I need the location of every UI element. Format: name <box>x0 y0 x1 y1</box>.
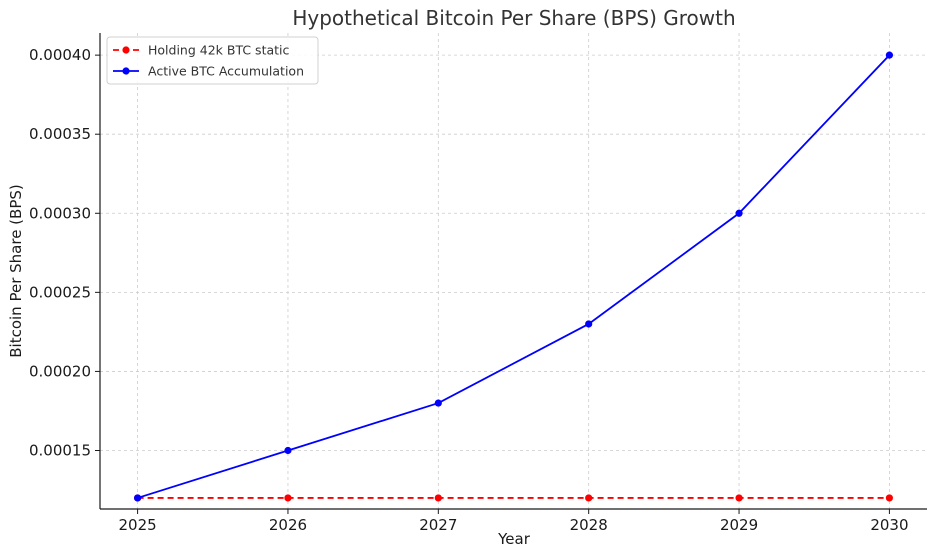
data-point-holding-42k-btc-static <box>434 494 442 502</box>
x-tick-label: 2028 <box>570 516 608 534</box>
data-point-active-btc-accumulation <box>284 446 292 455</box>
data-point-active-btc-accumulation <box>434 399 442 407</box>
data-point-holding-42k-btc-static <box>585 494 593 502</box>
x-axis-ticks: 2025 2026 2027 2028 2029 2030 <box>118 509 909 534</box>
legend-marker <box>122 67 130 75</box>
legend-frame <box>106 36 319 85</box>
y-tick-label: 0.00015 <box>29 441 91 459</box>
legend-label: Active BTC Accumulation <box>148 64 304 79</box>
data-point-active-btc-accumulation <box>885 51 894 59</box>
data-point-active-btc-accumulation <box>585 320 593 328</box>
legend-label: Holding 42k BTC static <box>148 43 290 58</box>
data-point-active-btc-accumulation <box>133 494 142 502</box>
y-tick-label: 0.00025 <box>29 283 91 301</box>
y-tick-label: 0.00035 <box>29 125 91 143</box>
series-active-btc-accumulation <box>133 51 894 502</box>
axes <box>99 33 927 510</box>
data-point-holding-42k-btc-static <box>284 494 292 502</box>
grid <box>100 33 927 509</box>
legend-marker <box>122 46 130 54</box>
legend-entry-holding-42k-btc-static: Holding 42k BTC static <box>113 43 290 58</box>
x-tick-label: 2030 <box>870 516 908 534</box>
y-tick-label: 0.00030 <box>29 204 91 222</box>
x-tick-label: 2026 <box>269 516 307 534</box>
series-holding-42k-btc-static <box>133 494 894 502</box>
y-axis-label: Bitcoin Per Share (BPS) <box>7 184 25 358</box>
data-point-holding-42k-btc-static <box>885 494 894 502</box>
chart-title: Hypothetical Bitcoin Per Share (BPS) Gro… <box>292 6 735 30</box>
x-tick-label: 2029 <box>720 516 758 534</box>
x-tick-label: 2027 <box>419 516 457 534</box>
legend-entries: Holding 42k BTC static Active BTC Accumul… <box>113 43 304 79</box>
legend: Holding 42k BTC static Active BTC Accumul… <box>106 36 319 85</box>
data-point-active-btc-accumulation <box>735 209 743 217</box>
legend-entry-active-btc-accumulation: Active BTC Accumulation <box>113 64 304 79</box>
y-axis-ticks: 0.00015 0.00020 0.00025 0.00030 0.00035 0.000… <box>29 46 100 459</box>
data-point-holding-42k-btc-static <box>735 494 743 502</box>
x-axis-label: Year <box>497 530 531 548</box>
y-tick-label: 0.00020 <box>29 362 91 380</box>
y-tick-label: 0.00040 <box>29 46 91 64</box>
series-line-active-btc-accumulation <box>137 54 891 499</box>
x-tick-label: 2025 <box>118 516 156 534</box>
series-group <box>133 51 894 502</box>
